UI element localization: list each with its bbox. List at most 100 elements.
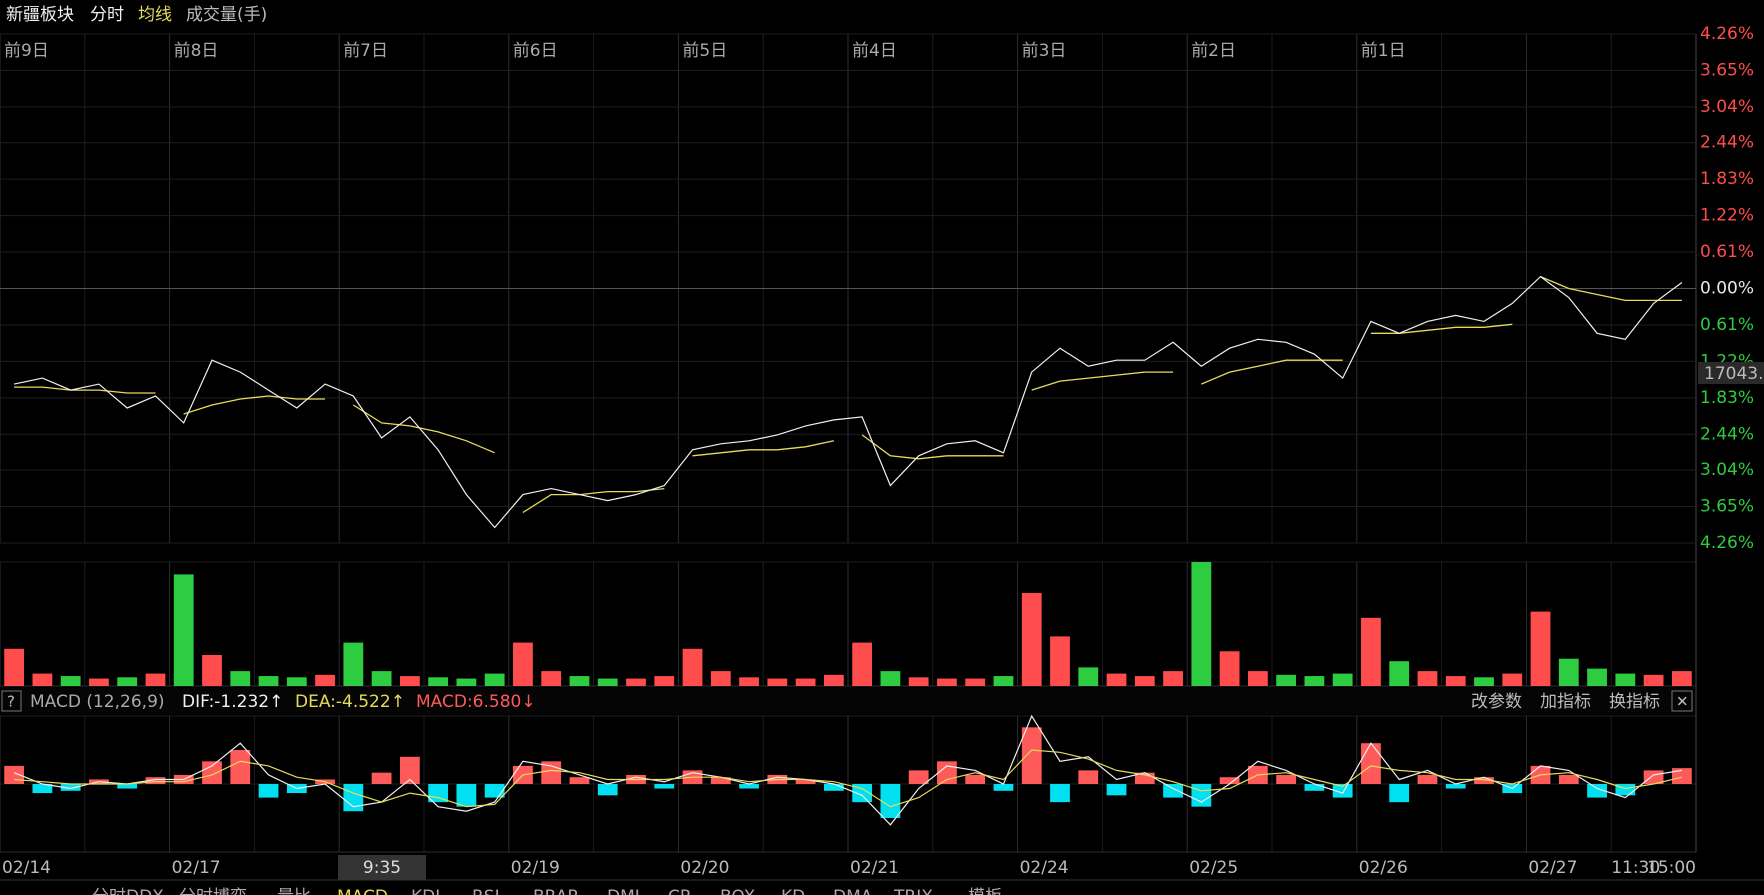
x-tick-label: 02/17	[172, 858, 221, 878]
indicator-tab[interactable]: KD	[781, 887, 805, 895]
cursor-time: 9:35	[363, 858, 401, 878]
x-tick-label: 02/19	[511, 858, 560, 878]
close-mark: ✕	[1676, 693, 1689, 711]
volume-bar	[710, 671, 731, 686]
y-tick-label: 4.26%	[1700, 24, 1754, 44]
volume-bar	[1304, 676, 1325, 686]
indicator-button[interactable]: 换指标	[1609, 692, 1660, 712]
macd-bar	[1587, 784, 1607, 798]
indicator-button[interactable]: 改参数	[1471, 692, 1522, 712]
day-label: 前6日	[513, 41, 558, 61]
dif-label: DIF:-1.232↑	[182, 692, 283, 712]
y-tick-label: 1.83%	[1700, 388, 1754, 408]
macd-label: MACD:6.580↓	[416, 692, 536, 712]
macd-bar	[1163, 784, 1183, 798]
volume-bar	[1530, 611, 1551, 686]
close-button[interactable]	[1671, 690, 1693, 712]
volume-bar	[60, 676, 81, 686]
indicator-tab[interactable]: RSI	[472, 887, 500, 895]
volume-bar	[541, 671, 562, 686]
volume-bar	[202, 655, 222, 686]
macd-bar	[1615, 784, 1636, 796]
volume-bar	[484, 673, 505, 686]
volume-bar	[1643, 674, 1664, 686]
indicator-tab[interactable]: BOX	[720, 887, 756, 895]
volume-bar	[682, 648, 703, 686]
volume-bar	[908, 677, 929, 686]
macd-bar	[1671, 768, 1692, 784]
y-tick-label: 4.26%	[1700, 533, 1754, 553]
indicator-button[interactable]: 加指标	[1540, 692, 1591, 712]
day-label: 前8日	[174, 41, 219, 61]
macd-bar	[1558, 774, 1579, 784]
volume-bar	[654, 676, 675, 686]
day-label: 前7日	[343, 41, 388, 61]
macd-bar	[1134, 772, 1155, 784]
macd-bar	[1417, 774, 1438, 784]
macd-bar	[145, 777, 166, 784]
macd-bar	[230, 750, 251, 784]
x-tick-label: 02/21	[850, 858, 899, 878]
stock-name: 新疆板块	[6, 5, 74, 25]
volume-bar	[315, 674, 335, 686]
macd-bar	[1106, 784, 1127, 796]
help-mark: ?	[7, 693, 15, 711]
macd-bar	[258, 784, 279, 798]
y-tick-label: 3.65%	[1700, 497, 1754, 517]
volume-bar	[1361, 617, 1381, 686]
volume-bar	[739, 677, 759, 686]
macd-bar	[1078, 770, 1099, 784]
day-label: 前2日	[1191, 41, 1236, 61]
macd-title: MACD (12,26,9)	[30, 692, 165, 712]
avg-line	[183, 395, 326, 415]
day-label: 前5日	[682, 41, 727, 61]
x-tick-label: 02/27	[1528, 858, 1577, 878]
price-tag-box	[1698, 362, 1764, 384]
y-tick-label: 3.04%	[1700, 460, 1754, 480]
indicator-tab[interactable]: CR	[668, 887, 692, 895]
volume-bar	[1615, 673, 1636, 686]
volume-bar	[965, 678, 986, 686]
dea-line	[14, 749, 1683, 808]
volume-bar	[1219, 651, 1240, 686]
volume-bar	[1050, 636, 1070, 686]
indicator-tab[interactable]: 分时博弈	[179, 887, 247, 895]
indicator-tab[interactable]: 分时DDX	[92, 887, 164, 895]
volume-bar	[937, 678, 957, 686]
volume-bar	[1558, 658, 1579, 686]
avg-line	[692, 440, 835, 457]
indicator-tab[interactable]: KDJ	[411, 887, 440, 895]
macd-bar	[937, 761, 957, 784]
macd-bar	[852, 784, 873, 803]
macd-bar	[484, 784, 505, 798]
macd-bar	[117, 784, 138, 789]
indicator-tab[interactable]: 模板	[968, 887, 1002, 895]
indicator-tab[interactable]: DMI	[607, 887, 640, 895]
indicator-tab[interactable]: 量比	[277, 887, 311, 895]
volume-bar	[399, 676, 420, 686]
y-tick-label: 2.44%	[1700, 133, 1754, 153]
avg-line	[352, 404, 495, 454]
help-icon[interactable]	[1, 690, 22, 712]
indicator-tab[interactable]: MACD	[337, 887, 388, 895]
volume-bar	[1389, 661, 1410, 686]
macd-bar	[710, 777, 731, 784]
volume-bar	[1671, 671, 1692, 686]
avg-line	[1031, 371, 1174, 391]
indicator-tab[interactable]: DMA	[833, 887, 873, 895]
macd-bar	[569, 777, 590, 784]
x-tick-label: 11:30	[1611, 858, 1660, 878]
volume-bar	[1445, 676, 1466, 686]
volume-bar	[1474, 677, 1494, 686]
indicator-tab[interactable]: BRAR	[533, 887, 579, 895]
volume-bar	[230, 671, 251, 686]
volume-bar	[173, 574, 194, 686]
volume-bar	[795, 678, 816, 686]
indicator-tab[interactable]: TRIX	[893, 887, 933, 895]
volume-bar	[1021, 593, 1042, 686]
volume-bar	[569, 676, 590, 686]
volume-bar	[1106, 673, 1127, 686]
macd-bar	[371, 772, 392, 784]
day-label: 前4日	[852, 41, 897, 61]
